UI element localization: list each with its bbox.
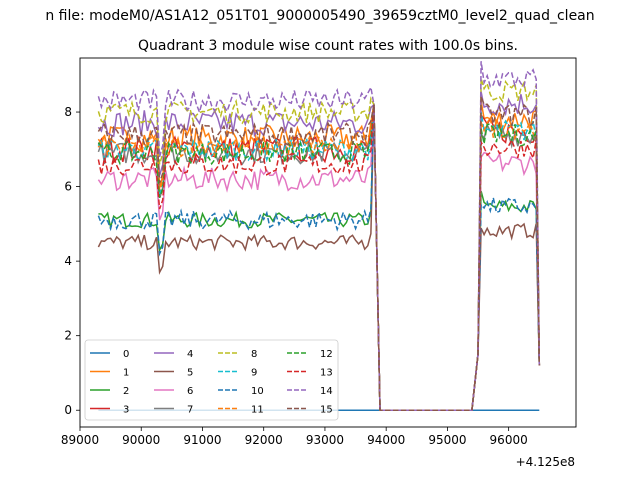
legend-label-4: 4 (187, 349, 193, 360)
legend-label-5: 5 (187, 368, 193, 379)
legend-label-13: 13 (320, 368, 333, 379)
series-line-4 (97, 91, 541, 411)
series-line-13 (97, 104, 541, 411)
legend-box (84, 339, 339, 421)
x-tick-label: 90000 (122, 433, 160, 447)
x-tick-label: 96000 (490, 433, 528, 447)
y-axis: 0 2 4 6 8 (64, 105, 80, 417)
y-tick-label: 0 (64, 403, 72, 417)
figure-suptitle: n file: modeM0/AS1A12_051T01_9000005490_… (45, 8, 594, 24)
x-tick-label: 92000 (245, 433, 283, 447)
legend-label-10: 10 (251, 386, 264, 397)
series-line-12 (97, 104, 541, 411)
y-tick-label: 4 (64, 254, 72, 268)
y-tick-label: 6 (64, 180, 72, 194)
legend-label-0: 0 (123, 349, 129, 360)
legend-label-1: 1 (123, 368, 129, 379)
series-line-2 (98, 104, 541, 411)
legend-label-11: 11 (251, 405, 264, 416)
series-line-10 (97, 104, 541, 411)
series-line-5 (97, 104, 541, 411)
legend-label-15: 15 (320, 405, 333, 416)
y-tick-label: 8 (64, 105, 72, 119)
legend-label-6: 6 (187, 386, 193, 397)
legend-label-14: 14 (320, 386, 333, 397)
series-line-14 (97, 61, 541, 411)
x-offset-label: +4.125e8 (516, 455, 575, 469)
x-axis: 89000 90000 91000 92000 93000 94000 95000 96000 (61, 427, 528, 447)
x-tick-label: 91000 (183, 433, 221, 447)
series-line-15 (97, 96, 541, 411)
legend-label-12: 12 (320, 349, 333, 360)
chart-title: Quadrant 3 module wise count rates with … (138, 38, 518, 54)
x-tick-label: 93000 (306, 433, 344, 447)
x-tick-label: 95000 (428, 433, 466, 447)
legend-label-8: 8 (251, 349, 257, 360)
y-tick-label: 2 (64, 329, 72, 343)
series-lines (97, 61, 541, 411)
x-tick-label: 94000 (367, 433, 405, 447)
legend-label-3: 3 (123, 405, 129, 416)
legend-label-9: 9 (251, 368, 257, 379)
legend-label-2: 2 (123, 386, 129, 397)
plot-frame (79, 57, 577, 428)
legend-label-7: 7 (187, 405, 193, 416)
series-line-11 (97, 104, 541, 411)
x-tick-label: 89000 (61, 433, 99, 447)
